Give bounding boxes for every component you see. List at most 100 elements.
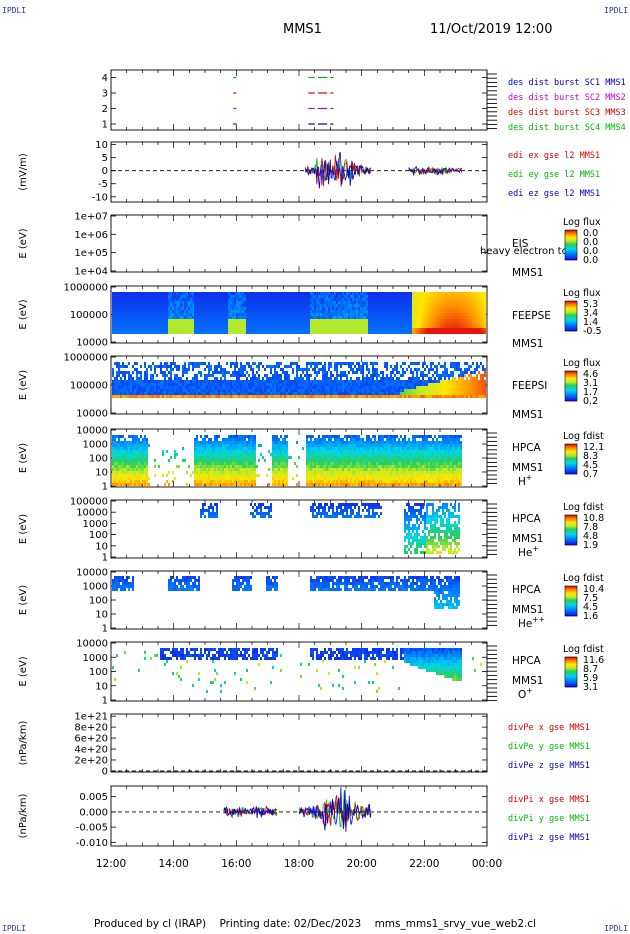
spectrogram-cell: [158, 389, 160, 392]
y-tick-label: 1e+06: [74, 230, 108, 241]
spectrogram-cell: [286, 395, 288, 398]
spectrogram-cell: [132, 325, 134, 328]
spectrogram-cell: [162, 325, 164, 328]
spectrogram-cell: [178, 313, 180, 316]
spectrogram-cell: [280, 383, 282, 386]
spectrogram-cell: [310, 322, 312, 325]
spectrogram-cell: [386, 328, 388, 331]
spectrogram-cell: [422, 371, 424, 374]
spectrogram-cell: [144, 304, 146, 307]
spectrogram-cell: [426, 313, 428, 316]
spectrogram-cell: [168, 298, 170, 301]
spectrogram-cell: [260, 362, 262, 365]
spectrogram-cell: [396, 389, 398, 392]
spectrogram-cell: [390, 331, 392, 334]
spectrogram-cell: [436, 365, 438, 368]
spectrogram-cell: [144, 374, 146, 377]
spectrogram-cell: [120, 377, 122, 380]
spectrogram-cell: [464, 298, 466, 301]
spectrogram-cell: [422, 365, 424, 368]
spectrogram-cell: [266, 380, 268, 383]
spectrogram-cell: [124, 480, 126, 483]
spectrogram-cell: [360, 386, 362, 389]
spectrogram-cell: [180, 322, 182, 325]
spectrogram-cell: [330, 386, 332, 389]
spectrogram-cell: [148, 319, 150, 322]
spectrogram-cell: [214, 292, 216, 295]
spectrogram-cell: [258, 301, 260, 304]
spectrogram-cell: [188, 310, 190, 313]
spectrogram-cell: [432, 319, 434, 322]
spectrogram-cell: [208, 313, 210, 316]
spectrogram-cell: [192, 362, 194, 365]
spectrogram-cell: [360, 298, 362, 301]
spectrogram-cell: [206, 386, 208, 389]
spectrogram-cell: [198, 365, 200, 368]
spectrogram-cell: [254, 377, 256, 380]
spectrogram-cell: [420, 331, 422, 334]
spectrogram-cell: [274, 377, 276, 380]
spectrogram-cell: [244, 383, 246, 386]
spectrogram-cell: [352, 322, 354, 325]
spectrogram-cell: [352, 380, 354, 383]
spectrogram-cell: [484, 374, 486, 377]
spectrogram-cell: [432, 331, 434, 334]
spectrogram-cell: [194, 386, 196, 389]
spectrogram-cell: [112, 307, 114, 310]
colorbar-cell: [565, 378, 577, 380]
spectrogram-cell: [282, 310, 284, 313]
spectrogram-cell: [278, 310, 280, 313]
spectrogram-cell: [184, 365, 186, 368]
spectrogram-cell: [364, 380, 366, 383]
spectrogram-cell: [350, 365, 352, 368]
spectrogram-cell: [460, 389, 462, 392]
spectrogram-cell: [256, 325, 258, 328]
spectrogram-cell: [318, 328, 320, 331]
spectrogram-cell: [382, 295, 384, 298]
spectrogram-cell: [396, 362, 398, 365]
spectrogram-cell: [318, 295, 320, 298]
spectrogram-cell: [368, 383, 370, 386]
spectrogram-cell: [478, 319, 480, 322]
spectrogram-cell: [226, 307, 228, 310]
spectrogram-cell: [404, 383, 406, 386]
spectrogram-cell: [200, 380, 202, 383]
spectrogram-cell: [202, 310, 204, 313]
spectrogram-cell: [200, 313, 202, 316]
spectrogram-cell: [134, 389, 136, 392]
spectrogram-cell: [268, 386, 270, 389]
spectrogram-cell: [438, 395, 440, 398]
spectrogram-cell: [480, 389, 482, 392]
spectrogram-cell: [112, 298, 114, 301]
spectrogram-cell: [258, 392, 260, 395]
spectrogram-cell: [396, 392, 398, 395]
spectrogram-cell: [162, 304, 164, 307]
spectrogram-cell: [428, 380, 430, 383]
spectrogram-cell: [402, 368, 404, 371]
spectrogram-cell: [124, 483, 126, 486]
spectrogram-cell: [292, 395, 294, 398]
colorbar-cell: [565, 252, 577, 254]
spectrogram-cell: [318, 325, 320, 328]
spectrogram-cell: [188, 331, 190, 334]
y-tick-label: 1000: [83, 440, 108, 451]
spectrogram-cell: [360, 383, 362, 386]
spectrogram-cell: [330, 304, 332, 307]
spectrogram-cell: [256, 365, 258, 368]
spectrogram-cell: [122, 480, 124, 483]
spectrogram-cell: [354, 298, 356, 301]
spectrogram-cell: [254, 322, 256, 325]
spectrogram-cell: [118, 304, 120, 307]
spectrogram-cell: [196, 389, 198, 392]
spectrogram-cell: [436, 374, 438, 377]
spectrogram-cell: [322, 328, 324, 331]
spectrogram-cell: [342, 316, 344, 319]
spectrogram-cell: [416, 304, 418, 307]
spectrogram-cell: [172, 316, 174, 319]
spectrogram-cell: [440, 313, 442, 316]
spectrogram-cell: [252, 328, 254, 331]
spectrogram-cell: [424, 292, 426, 295]
spectrogram-cell: [434, 316, 436, 319]
spectrogram-cell: [188, 389, 190, 392]
spectrogram-cell: [258, 377, 260, 380]
